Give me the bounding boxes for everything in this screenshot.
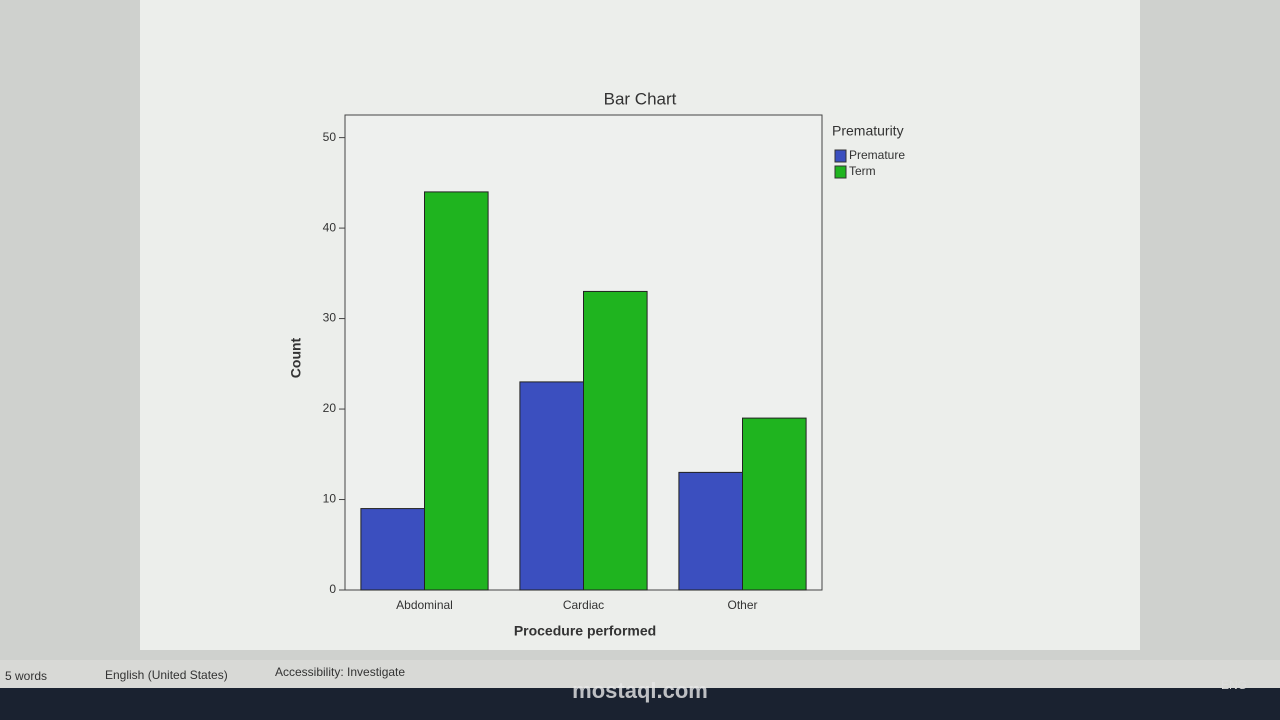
chart-title: Bar Chart <box>604 89 677 108</box>
status-bar <box>0 660 1280 688</box>
legend-swatch <box>834 149 847 163</box>
accessibility-status[interactable]: Accessibility: Investigate <box>275 665 405 679</box>
y-tick-label: 20 <box>323 401 337 415</box>
bar <box>742 417 807 591</box>
taskbar-language[interactable]: ENG <box>1221 678 1247 692</box>
taskbar <box>0 688 1280 720</box>
bar <box>583 290 648 591</box>
language-status[interactable]: English (United States) <box>105 668 228 682</box>
x-axis-label: Procedure performed <box>514 623 656 639</box>
legend-title: Prematurity <box>832 123 904 139</box>
watermark: mostaql.com <box>572 678 708 703</box>
y-tick-label: 30 <box>323 311 337 325</box>
y-tick-label: 40 <box>323 220 337 234</box>
bar <box>519 381 585 591</box>
bar <box>678 471 744 591</box>
legend-swatch <box>834 165 847 179</box>
legend-label: Premature <box>849 148 905 162</box>
y-tick-label: 50 <box>323 130 337 144</box>
bar <box>424 191 489 591</box>
x-tick-label: Cardiac <box>563 598 604 612</box>
x-tick-label: Abdominal <box>396 598 453 612</box>
legend-label: Term <box>849 164 876 178</box>
word-count: 5 words <box>5 669 47 683</box>
y-axis-label: Count <box>288 337 304 378</box>
x-tick-label: Other <box>727 598 757 612</box>
bar <box>360 508 425 591</box>
y-tick-label: 10 <box>323 492 337 506</box>
y-tick-label: 0 <box>329 582 336 596</box>
